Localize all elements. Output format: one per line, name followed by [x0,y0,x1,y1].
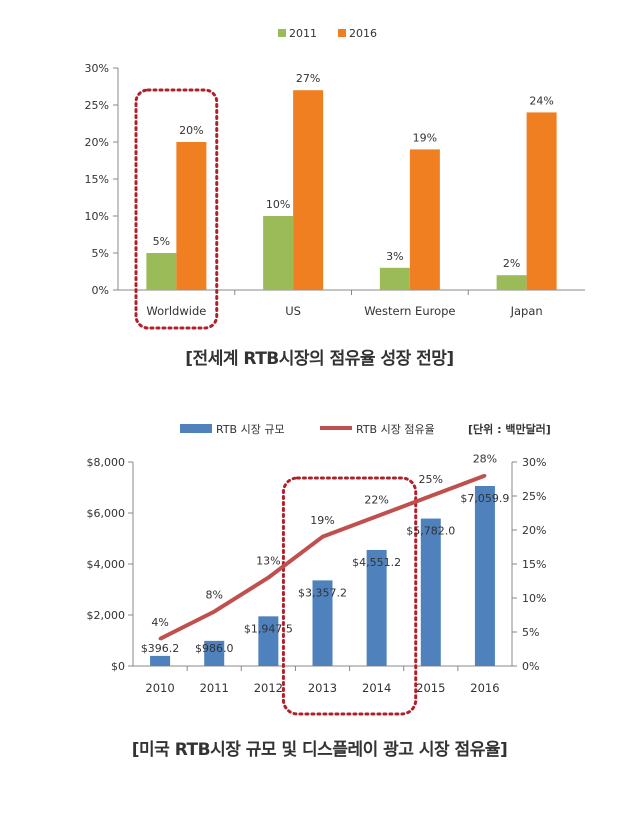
y-right-tick-label: 0% [522,660,539,673]
y-tick-label: 30% [85,62,109,75]
unit-note: [단위 : 백만달러] [468,422,551,436]
data-label: 2% [503,257,520,270]
legend-label-2016: 2016 [349,27,377,40]
y-tick-label: 25% [85,99,109,112]
x-tick-label: 2015 [416,681,445,695]
bar-value-label: $7,059.9 [460,492,509,505]
bar-value-label: $396.2 [141,642,180,655]
y-tick-label: 15% [85,173,109,186]
x-tick-label: 2010 [145,681,174,695]
share-point-2010 [158,637,162,641]
y-tick-label: 20% [85,136,109,149]
bar-value-label: $3,357.2 [298,586,347,599]
share-point-2016 [483,474,487,478]
chart2-caption: [미국 RTB시장 규모 및 디스플레이 광고 시장 점유율] [131,740,508,760]
y-tick-label: 5% [92,247,109,260]
legend-label-share: RTB 시장 점유율 [356,423,435,436]
x-tick-label: 2016 [470,681,499,695]
legend-swatch-2016 [338,29,346,37]
y-right-tick-label: 10% [522,592,546,605]
share-label: 28% [473,453,497,466]
x-tick-label: 2011 [200,681,229,695]
legend-label-2011: 2011 [289,27,317,40]
share-label: 8% [205,589,222,602]
bar-2016-US [293,90,324,290]
data-label: 3% [386,250,403,263]
bar-value-label: $4,551.2 [352,556,401,569]
x-tick-label: US [285,304,301,318]
legend-swatch-2011 [278,29,286,37]
y-left-tick-label: $2,000 [87,609,126,622]
y-tick-label: 0% [92,284,109,297]
bar-2011 [204,640,225,666]
y-left-tick-label: $0 [111,660,125,673]
share-point-2015 [429,494,433,498]
highlight-box [134,88,219,330]
bar-2011-US [263,216,294,290]
share-point-2013 [321,535,324,539]
data-label: 24% [529,94,553,107]
y-right-tick-label: 15% [522,558,546,571]
legend-swatch-market-size [180,424,212,433]
x-tick-label: 2014 [362,681,391,695]
share-label: 19% [310,514,334,527]
y-right-tick-label: 25% [522,490,546,503]
share-label: 22% [364,493,388,506]
bar-2014 [366,549,387,666]
share-point-2011 [212,610,216,614]
bar-2016 [474,485,495,666]
data-label: 27% [296,72,320,85]
data-label: 20% [179,124,203,137]
legend-label-market-size: RTB 시장 규모 [216,423,285,436]
chart-us-rtb-market: RTB 시장 규모 RTB 시장 점유율 [단위 : 백만달러] $0 $2,000 $4… [87,422,551,716]
y-right-tick-label: 30% [522,456,546,469]
x-tick-label: Japan [510,304,543,318]
bar-2016-Worldwide [176,142,207,290]
bar-2016-Japan [526,112,557,291]
bar-2012 [258,616,279,666]
share-label: 25% [419,473,443,486]
data-label: 5% [153,235,170,248]
bar-value-label: $5,782.0 [406,525,455,538]
data-label: 19% [413,131,437,144]
x-tick-label: Worldwide [146,304,206,318]
bar-2016-Western Europe [409,149,440,290]
data-label: 10% [266,198,290,211]
y-left-tick-label: $4,000 [87,558,126,571]
bar-value-label: $986.0 [195,642,234,655]
bar-2011-Worldwide [146,253,177,290]
chart1-caption: [전세계 RTB시장의 점유율 성장 전망] [185,349,454,369]
y-left-tick-label: $6,000 [87,507,126,520]
y-left-tick-label: $8,000 [87,456,126,469]
bar-2013 [312,580,333,666]
x-tick-label: Western Europe [364,304,455,318]
y-right-tick-label: 20% [522,524,546,537]
bar-2011-Japan [496,275,527,290]
highlight-box [281,476,418,716]
y-right-tick-label: 5% [522,626,539,639]
share-label: 4% [151,616,168,629]
chart-worldwide-rtb-share: 2011 2016 0% 5% 10% 15% 20% 25% 30% Worldwide 5% 20… [85,27,585,330]
y-tick-label: 10% [85,210,109,223]
bar-2011-Western Europe [379,267,410,290]
bar-2010 [150,655,171,666]
share-point-2014 [375,514,379,518]
share-label: 13% [256,555,280,568]
x-tick-label: 2013 [308,681,337,695]
x-tick-label: 2012 [254,681,283,695]
bar-2015 [420,518,441,666]
share-point-2012 [266,576,270,580]
bar-value-label: $1,947.5 [244,622,293,635]
